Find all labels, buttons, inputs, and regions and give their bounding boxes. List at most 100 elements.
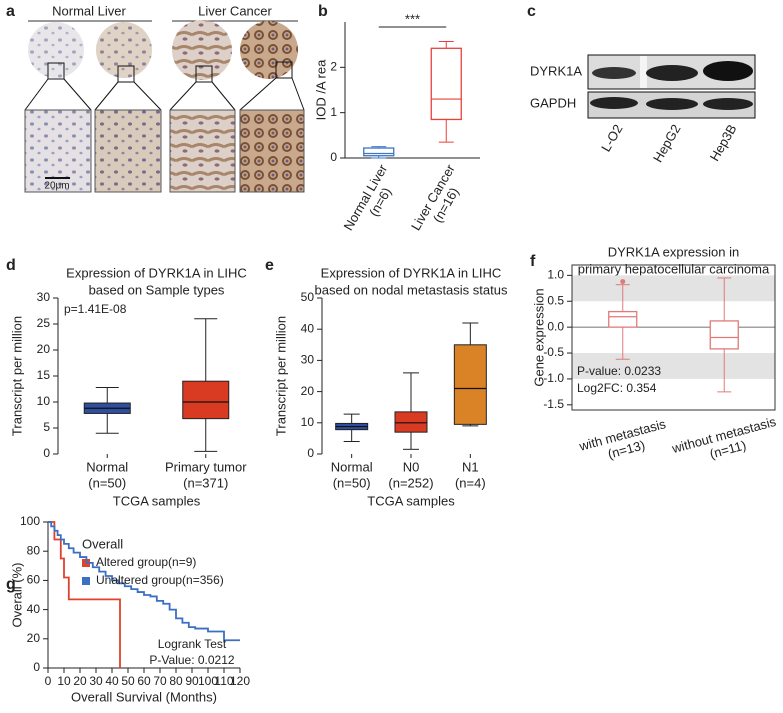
x-tick-label: Primary tumor <box>165 459 247 474</box>
y-tick-label: 0.5 <box>547 293 564 307</box>
panel-label: a <box>6 3 15 20</box>
x-tick-label: N1 <box>462 459 479 474</box>
y-tick-label: -1.0 <box>543 371 564 385</box>
y-axis-label: Gene expression <box>531 288 546 386</box>
zoom-box <box>195 65 213 83</box>
y-tick-label: 0 <box>330 150 337 164</box>
outlier <box>620 279 626 285</box>
plot-frame <box>571 264 776 411</box>
protein-label: DYRK1A <box>530 63 582 78</box>
x-tick-label: 80 <box>169 674 183 688</box>
y-tick-label: -0.5 <box>543 345 564 359</box>
x-tick-label: 10 <box>57 674 71 688</box>
box <box>182 380 230 420</box>
y-tick-label: 80 <box>27 543 41 557</box>
x-tick-label: 0 <box>45 674 52 688</box>
zoom-box <box>117 65 135 83</box>
x-tick-note: (n=371) <box>183 475 228 490</box>
panel-label: d <box>6 257 16 274</box>
legend-label: Altered group(n=9) <box>96 555 196 569</box>
y-tick-label: 40 <box>27 602 41 616</box>
zoom-lines <box>24 77 305 111</box>
chart-title: Expression of DYRK1A in LIHC <box>321 265 502 280</box>
group-label: Liver Cancer <box>198 3 272 18</box>
zoom-tile <box>169 109 236 193</box>
annotation: P-Value: 0.0212 <box>149 653 234 667</box>
x-tick-label: 60 <box>137 674 151 688</box>
x-tick-note: (n=50) <box>333 475 371 490</box>
x-tick-label: 120 <box>230 674 250 688</box>
shaded-range <box>572 353 775 379</box>
legend-title: Overall <box>82 536 123 551</box>
chart-title: DYRK1A expression in <box>608 244 740 259</box>
panel-label: c <box>527 3 536 20</box>
lane-label-group: HepG2 <box>650 122 684 165</box>
blot-band <box>646 98 698 110</box>
y-tick-label: 100 <box>20 514 40 528</box>
y-axis-label: IOD /A rea <box>313 59 328 120</box>
box <box>453 344 487 425</box>
y-tick-label: 0 <box>307 446 314 460</box>
category-label-group: without metastasis(n=11) <box>669 414 778 462</box>
blot-band <box>592 67 636 79</box>
category-label-group: Liver Cancer(n=16) <box>408 161 462 233</box>
y-tick-label: 20 <box>37 342 51 356</box>
zoom-tile <box>94 109 162 193</box>
y-tick-label: 5 <box>43 420 50 434</box>
box <box>394 411 428 433</box>
y-tick-label: 10 <box>37 394 51 408</box>
lane-label: HepG2 <box>650 122 684 165</box>
x-axis-label: TCGA samples <box>367 493 455 508</box>
chart-title: Expression of DYRK1A in LIHC <box>66 265 247 280</box>
y-tick-label: 0.0 <box>547 319 564 333</box>
y-tick-label: 20 <box>301 384 315 398</box>
y-tick-label: -1.5 <box>543 397 564 411</box>
lane-label-group: L-O2 <box>598 122 625 155</box>
annotation: Logrank Test <box>158 637 227 651</box>
chart-title: based on nodal metastasis status <box>315 282 508 297</box>
y-tick-label: 30 <box>37 290 51 304</box>
x-axis-label: Overall Survival (Months) <box>71 689 217 704</box>
x-tick-note: (n=252) <box>388 475 433 490</box>
y-tick-label: 0 <box>33 660 40 674</box>
y-axis-label: Transcript per million <box>273 316 288 436</box>
blot-band <box>703 61 753 81</box>
x-tick-label: Normal <box>331 459 373 474</box>
zoom-tile <box>239 109 305 193</box>
x-tick-label: 50 <box>121 674 135 688</box>
panel-a: Normal Liver Liver Cancer 20μm <box>24 3 305 193</box>
panel-label: g <box>6 576 16 593</box>
survival-curve <box>48 521 240 642</box>
y-tick-label: 60 <box>27 573 41 587</box>
significance-label: *** <box>405 11 420 26</box>
survival-curve <box>48 521 121 668</box>
x-tick-label: 40 <box>105 674 119 688</box>
blot-band <box>590 97 638 109</box>
y-tick-label: 10 <box>301 415 315 429</box>
tissue-core <box>28 22 84 78</box>
zoom-box <box>47 62 65 80</box>
tissue-core <box>172 20 232 80</box>
blot-band <box>703 98 753 110</box>
blot-band <box>646 65 698 81</box>
y-axis-label: Overall (%) <box>9 562 24 627</box>
box <box>363 147 395 157</box>
panel-c: DYRK1A GAPDH L-O2 HepG2 Hep3B <box>530 54 756 165</box>
panel-label: b <box>318 3 328 20</box>
panel-label: e <box>265 257 274 274</box>
y-tick-label: 0 <box>43 446 50 460</box>
box <box>709 320 739 350</box>
lane-label: Hep3B <box>707 122 740 164</box>
shaded-range <box>572 275 775 302</box>
x-tick-label: 110 <box>214 674 233 688</box>
x-tick-label: 100 <box>198 674 218 688</box>
x-tick-label: 20 <box>73 674 87 688</box>
y-tick-label: 1.0 <box>547 268 564 282</box>
lane-label-group: Hep3B <box>707 122 740 164</box>
y-tick-label: 1 <box>330 105 337 119</box>
box <box>430 47 462 121</box>
chart-title: primary hepatocellular carcinoma <box>578 261 770 276</box>
y-tick-label: 20 <box>27 631 41 645</box>
x-tick-label: N0 <box>403 459 420 474</box>
